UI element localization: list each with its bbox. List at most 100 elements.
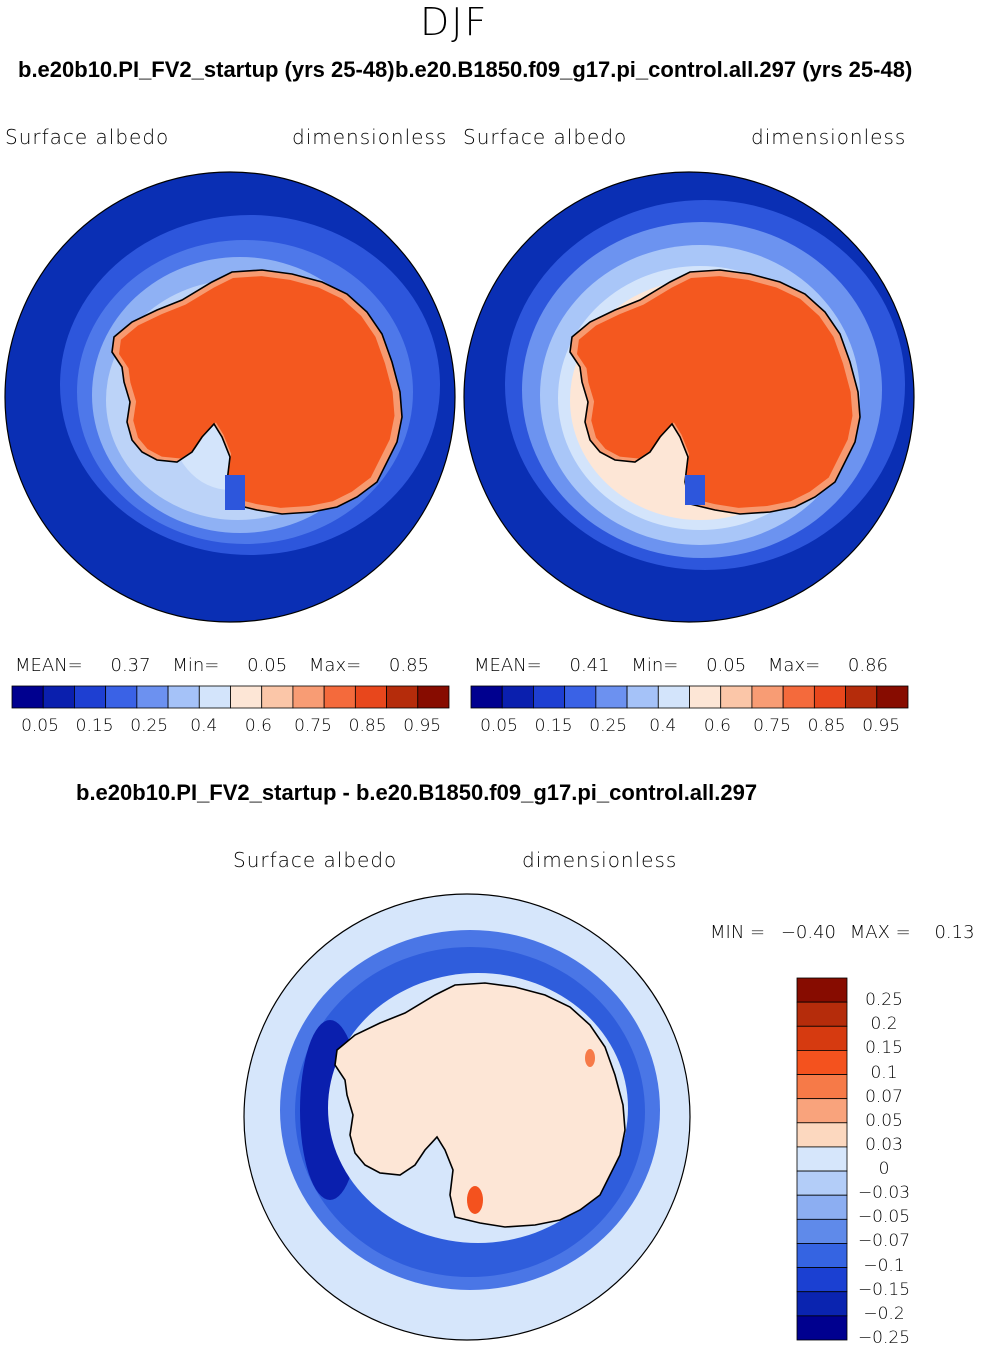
- colorbar-tick-label: 0.4: [649, 716, 677, 736]
- diff-min-label: MIN =: [710, 922, 766, 943]
- colorbar-swatch: [796, 1243, 848, 1269]
- colorbar-swatch: [796, 1025, 848, 1051]
- diff-min-value: −0.40: [780, 922, 837, 943]
- colorbar-swatch: [796, 1146, 848, 1172]
- colorbar-tick-label: 0.4: [190, 716, 218, 736]
- colorbar-swatch: [751, 685, 784, 709]
- colorbar-swatch: [796, 1122, 848, 1148]
- colorbar-swatch: [501, 685, 534, 709]
- max-value: 0.86: [847, 655, 888, 676]
- colorbar-swatch: [796, 1098, 848, 1124]
- colorbar-tick-label: 0.03: [865, 1134, 903, 1155]
- colorbar-tick-label: 0.05: [480, 716, 518, 736]
- colorbar-swatch: [796, 1267, 848, 1293]
- colorbar-swatch: [876, 685, 909, 709]
- diff-variable-label: Surface albedo: [233, 848, 398, 872]
- case-title-right: b.e20.B1850.f09_g17.pi_control.all.297 (…: [395, 57, 913, 82]
- colorbar-swatch: [261, 685, 294, 709]
- map-right: [464, 172, 914, 622]
- colorbar-swatch: [720, 685, 753, 709]
- colorbar-tick-label: 0.75: [753, 716, 791, 736]
- colorbar-swatch: [796, 1194, 848, 1220]
- colorbar-tick-label: 0.25: [130, 716, 169, 736]
- min-value: 0.05: [247, 655, 288, 676]
- colorbar-swatch: [796, 1050, 848, 1075]
- min-label: Min=: [172, 655, 220, 676]
- mean-label: MEAN=: [474, 655, 542, 676]
- mean-value: 0.37: [110, 655, 151, 676]
- max-value: 0.85: [388, 655, 429, 676]
- units-label-right: dimensionless: [751, 125, 907, 149]
- colorbar-swatch: [796, 1291, 848, 1317]
- colorbar-tick-label: 0.95: [862, 716, 901, 736]
- mean-label: MEAN=: [15, 655, 83, 676]
- colorbar-swatch: [167, 685, 200, 709]
- colorbar-swatch: [105, 685, 138, 709]
- max-label: Max=: [767, 655, 821, 676]
- colorbar-tick-label: −0.05: [857, 1207, 911, 1228]
- colorbar-swatch: [796, 1218, 848, 1244]
- colorbar-tick-label: 0.15: [75, 716, 114, 736]
- colorbar-tick-label: 0.25: [865, 990, 903, 1011]
- colorbar-tick-label: 0.75: [294, 716, 332, 736]
- colorbar-swatch: [136, 685, 169, 709]
- diff-title: b.e20b10.PI_FV2_startup - b.e20.B1850.f0…: [76, 780, 758, 805]
- colorbar-swatch: [626, 685, 659, 709]
- stats-right: MEAN= 0.41 Min= 0.05 Max= 0.86: [474, 655, 888, 676]
- colorbar-swatch: [796, 1170, 848, 1196]
- stats-left: MEAN= 0.37 Min= 0.05 Max= 0.85: [15, 655, 429, 676]
- colorbar-swatch: [292, 685, 325, 709]
- colorbar-tick-label: −0.07: [857, 1231, 911, 1252]
- colorbar-swatch: [845, 685, 878, 709]
- colorbar-tick-label: 0.6: [703, 716, 731, 736]
- colorbar-tick-label: 0.85: [807, 716, 846, 736]
- colorbar-tick-label: −0.15: [857, 1279, 911, 1300]
- colorbar-swatch: [564, 685, 597, 709]
- colorbar-tick-label: 0.07: [865, 1086, 903, 1107]
- colorbar-swatch: [796, 977, 848, 1003]
- colorbar-swatch: [657, 685, 690, 709]
- colorbar-tick-label: −0.1: [863, 1255, 905, 1276]
- colorbar-right: [470, 685, 909, 709]
- colorbar-tick-label: 0.6: [244, 716, 272, 736]
- units-label-left: dimensionless: [292, 125, 448, 149]
- diff-max-label: MAX =: [849, 922, 911, 943]
- diff-units-label: dimensionless: [522, 848, 678, 872]
- colorbar-swatch: [42, 685, 75, 709]
- colorbar-swatch: [813, 685, 846, 709]
- colorbar-swatch: [533, 685, 566, 709]
- colorbar-tick-label: 0.05: [865, 1110, 903, 1131]
- case-title-left: b.e20b10.PI_FV2_startup (yrs 25-48): [18, 57, 395, 82]
- diff-range: MIN = −0.40 MAX = 0.13: [710, 922, 975, 943]
- season-title: DJF: [420, 0, 489, 44]
- colorbar-swatch: [198, 685, 231, 709]
- min-label: Min=: [631, 655, 679, 676]
- colorbar-swatch: [230, 685, 263, 709]
- colorbar-tick-label: 0.1: [870, 1062, 898, 1083]
- colorbar-tick-label: 0.2: [870, 1014, 898, 1035]
- colorbar-tick-label: 0.05: [21, 716, 59, 736]
- mean-value: 0.41: [569, 655, 610, 676]
- colorbar-tick-label: −0.25: [857, 1328, 911, 1348]
- colorbar-swatch: [782, 685, 815, 709]
- colorbar-tick-label: 0.85: [348, 716, 387, 736]
- colorbar-swatch: [323, 685, 356, 709]
- min-value: 0.05: [706, 655, 747, 676]
- diff-max-value: 0.13: [934, 922, 975, 943]
- colorbar-swatch: [796, 1074, 848, 1100]
- colorbar-swatch: [689, 685, 722, 709]
- colorbar-left: [11, 685, 450, 709]
- map-diff: [244, 894, 690, 1340]
- colorbar-swatch: [796, 1001, 848, 1027]
- colorbar-swatch: [470, 685, 503, 709]
- colorbar-tick-label: 0.25: [589, 716, 628, 736]
- colorbar-swatch: [11, 685, 44, 709]
- colorbar-swatch: [417, 685, 450, 709]
- variable-label-left: Surface albedo: [5, 125, 170, 149]
- colorbar-diff: [796, 977, 848, 1341]
- colorbar-tick-label: −0.2: [863, 1303, 905, 1324]
- colorbar-swatch: [595, 685, 628, 709]
- colorbar-tick-label: −0.03: [857, 1183, 911, 1204]
- colorbar-tick-label: 0.15: [534, 716, 573, 736]
